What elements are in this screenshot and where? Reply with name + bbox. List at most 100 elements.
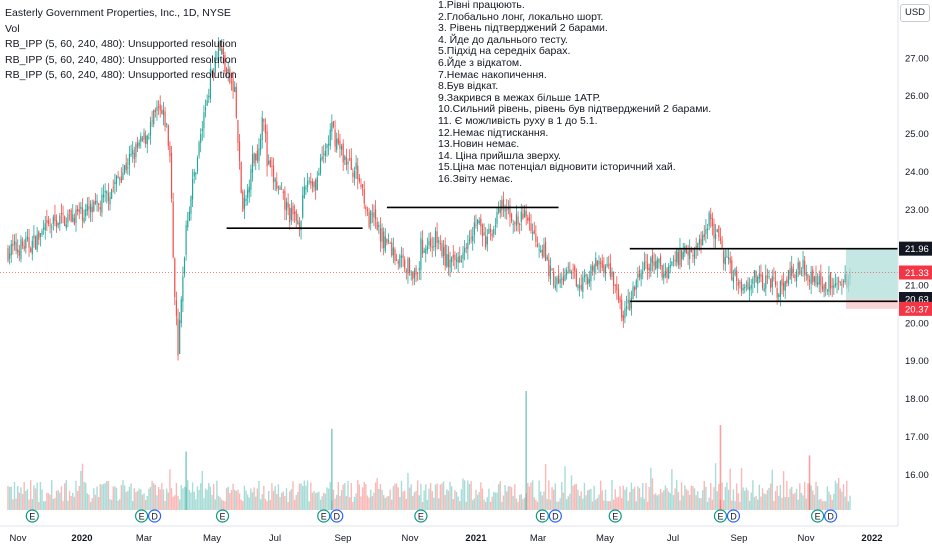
volume-bar (180, 485, 182, 510)
volume-bar (365, 483, 367, 510)
time-axis[interactable]: Nov 2020 Mar May Jul Sep Nov 2021 Mar May Jul Sep No… (0, 525, 898, 544)
indicator-rb-ipp-3[interactable]: RB_IPP (5, 60, 240, 480): Unsupported re… (5, 69, 237, 81)
volume-bar (246, 494, 249, 510)
candle (289, 203, 291, 231)
volume-bar (123, 485, 126, 510)
candle (98, 202, 100, 212)
price-label[interactable]: 20.37 (899, 301, 932, 316)
volume-bar (747, 490, 749, 510)
candle (387, 233, 390, 245)
volume-bar (522, 499, 524, 510)
candle (831, 277, 833, 297)
volume-bar (119, 499, 121, 510)
volume-bar (245, 490, 247, 510)
volume-spike (331, 428, 333, 510)
note-line: 4. Йде до дальнього тесту. (438, 33, 568, 46)
indicator-rb-ipp-2[interactable]: RB_IPP (5, 60, 240, 480): Unsupported re… (5, 53, 237, 66)
volume-bar (395, 483, 398, 510)
price-tick: 25.00 (905, 129, 929, 140)
dividend-marker[interactable]: D (548, 509, 562, 523)
volume-bar (8, 486, 11, 510)
candle (9, 245, 11, 265)
volume-bar (376, 478, 378, 510)
candle (182, 266, 184, 313)
candle (475, 214, 477, 229)
volume-bar (285, 488, 288, 510)
volume-bar (371, 495, 374, 510)
volume-bar (753, 497, 756, 510)
candle (219, 40, 221, 51)
earnings-marker[interactable]: E (317, 509, 331, 523)
time-tick: Nov (402, 533, 419, 544)
volume-bar (167, 492, 170, 510)
price-label[interactable]: 21.33 (899, 265, 932, 280)
volume-bar (138, 488, 140, 510)
volume-bar (110, 499, 113, 510)
candle (363, 181, 365, 209)
volume-bar (26, 489, 29, 510)
candle (245, 194, 247, 207)
volume-bar (616, 497, 618, 510)
candle (611, 267, 613, 281)
earnings-marker[interactable]: E (811, 509, 825, 523)
candle (604, 264, 607, 282)
volume-bar (196, 486, 199, 510)
volume-bar (501, 501, 503, 510)
candle (52, 214, 54, 231)
volume-bar (821, 501, 824, 510)
candle (225, 66, 228, 79)
dividend-marker[interactable]: D (726, 509, 741, 523)
candle (763, 283, 765, 293)
volume-bar (342, 484, 344, 510)
dividend-marker[interactable]: D (330, 509, 344, 523)
earnings-marker[interactable]: E (25, 509, 39, 523)
candle (185, 220, 187, 261)
volume-bar (23, 482, 25, 510)
candle (786, 276, 788, 287)
candle (640, 269, 642, 287)
volume-bar (431, 491, 433, 510)
earnings-marker[interactable]: E (608, 509, 622, 523)
dividend-marker[interactable]: D (824, 509, 838, 523)
candle (637, 267, 639, 288)
candle (795, 269, 798, 288)
earnings-marker[interactable]: E (414, 509, 428, 523)
earnings-marker[interactable]: E (215, 509, 230, 523)
candle (452, 245, 454, 267)
volume-bar (703, 481, 705, 510)
earnings-marker[interactable]: E (134, 509, 149, 523)
volume-bar (816, 486, 819, 510)
candle (120, 167, 122, 184)
volume-bar (669, 493, 671, 510)
candle (434, 227, 437, 257)
currency-button[interactable]: USD (900, 4, 930, 22)
candle (111, 188, 113, 200)
price-label[interactable]: 21.96 (899, 241, 932, 256)
earnings-marker[interactable]: E (535, 509, 549, 523)
candle (271, 157, 273, 177)
candle (308, 176, 310, 185)
volume-bar (368, 497, 370, 510)
candle (818, 270, 820, 293)
indicator-vol[interactable]: Vol (5, 22, 20, 35)
volume-bar (221, 499, 223, 510)
dividend-marker[interactable]: D (147, 509, 162, 523)
volume-bar (578, 495, 581, 510)
volume-bar (779, 484, 782, 510)
volume-bar (379, 484, 382, 510)
volume-bar (327, 488, 330, 510)
volume-bar (481, 488, 484, 510)
volume-bar (650, 467, 652, 510)
volume-bar (679, 500, 681, 510)
earnings-marker[interactable]: E (713, 509, 728, 523)
volume-bar (337, 481, 340, 510)
symbol-title[interactable]: Easterly Government Properties, Inc., 1D… (5, 7, 231, 19)
candle (551, 268, 553, 271)
price-axis[interactable]: 16.0017.0018.0019.0020.0021.0022.0023.00… (897, 0, 932, 526)
indicator-rb-ipp-1[interactable]: RB_IPP (5, 60, 240, 480): Unsupported re… (5, 38, 237, 50)
support-resistance-lines[interactable] (226, 206, 898, 303)
candle (54, 204, 56, 227)
svg-text:E: E (139, 512, 145, 522)
